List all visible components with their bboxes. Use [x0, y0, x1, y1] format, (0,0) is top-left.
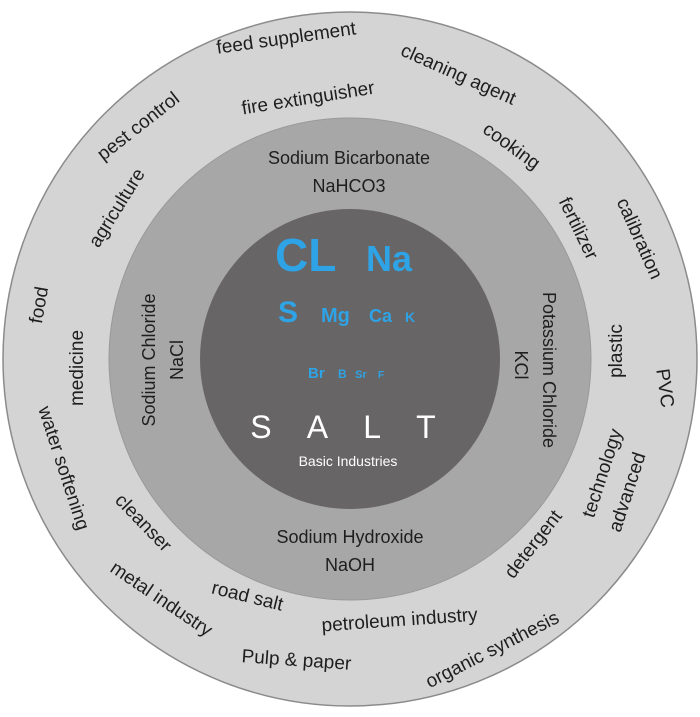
salt-subtitle: Basic Industries [299, 453, 398, 469]
element-na: Na [366, 238, 413, 279]
potassium-chloride-name: Potassium Chloride [539, 292, 559, 448]
label-plastic: plastic [606, 324, 627, 378]
sodium-chloride-name: Sodium Chloride [139, 293, 159, 426]
element-ca: Ca [369, 306, 393, 326]
potassium-chloride-formula: KCl [511, 350, 531, 379]
element-mg: Mg [321, 305, 350, 327]
element-cl: CL [275, 229, 336, 281]
sodium-bicarbonate-formula: NaHCO3 [312, 176, 385, 196]
element-s: S [278, 296, 298, 329]
label-medicine: medicine [67, 330, 88, 406]
sodium-hydroxide-name: Sodium Hydroxide [276, 527, 423, 547]
element-b: B [338, 367, 347, 381]
inner-circle [200, 209, 500, 509]
element-k: K [405, 309, 415, 325]
salt-title: S A L T [250, 409, 449, 445]
sodium-hydroxide-formula: NaOH [325, 555, 375, 575]
element-sr: Sr [355, 369, 367, 381]
sodium-chloride-formula: NaCl [167, 340, 187, 380]
element-br: Br [308, 365, 325, 382]
element-f: F [378, 370, 384, 381]
sodium-bicarbonate-name: Sodium Bicarbonate [268, 148, 430, 168]
